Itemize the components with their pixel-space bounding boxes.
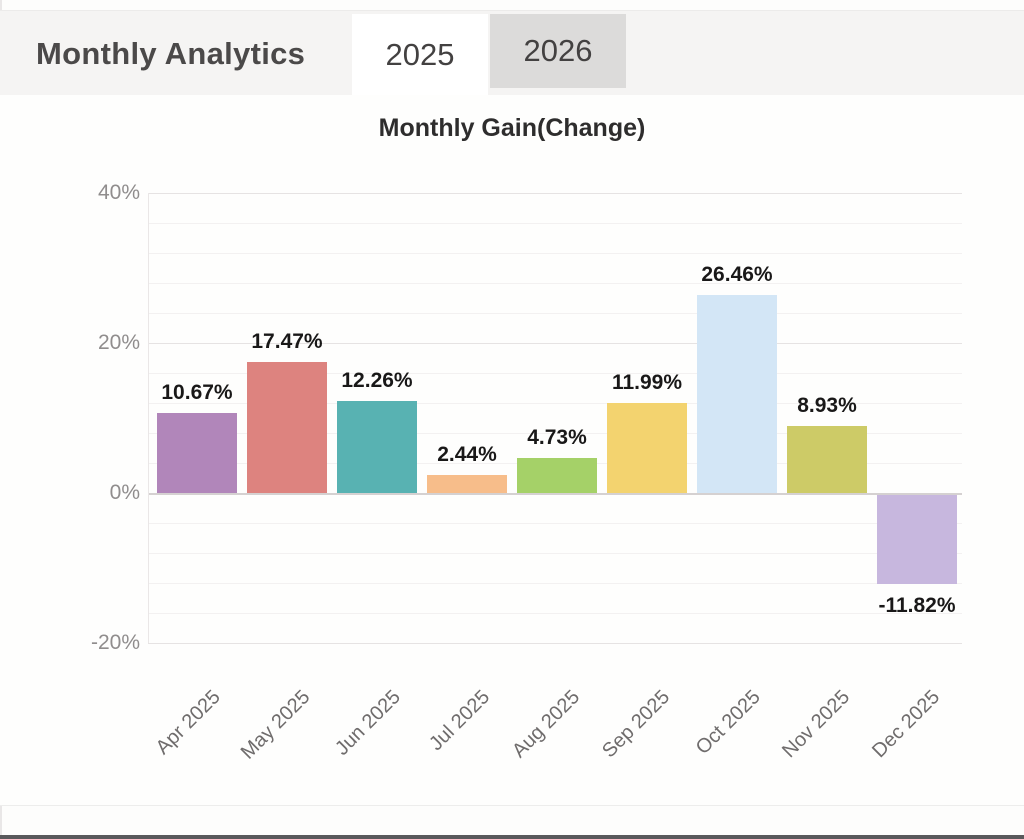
gridline-major	[148, 493, 962, 495]
bar-value-label: 11.99%	[611, 371, 683, 395]
tab-2025-label: 2025	[385, 37, 455, 72]
tab-2026[interactable]: 2026	[490, 14, 626, 88]
bar-nov-2025[interactable]	[787, 426, 867, 493]
x-axis-label: Jul 2025	[425, 686, 495, 756]
x-axis-label: Nov 2025	[778, 686, 855, 763]
gridline-minor	[148, 313, 962, 314]
x-axis-label: Aug 2025	[508, 686, 585, 763]
gridline-minor	[148, 223, 962, 224]
gridline-major	[148, 343, 962, 344]
bar-oct-2025[interactable]	[697, 294, 777, 493]
bar-dec-2025[interactable]	[877, 495, 957, 584]
bar-sep-2025[interactable]	[607, 403, 687, 493]
gridline-minor	[148, 253, 962, 254]
tab-2026-label: 2026	[523, 33, 593, 68]
bar-may-2025[interactable]	[247, 361, 327, 493]
gridline-minor	[148, 433, 962, 434]
x-axis-label: Sep 2025	[598, 686, 675, 763]
bar-value-label: 8.93%	[797, 394, 857, 418]
gridline-minor	[148, 583, 962, 584]
gridline-major	[148, 193, 962, 194]
x-axis-label: Dec 2025	[868, 686, 945, 763]
gridline-minor	[148, 523, 962, 524]
bar-aug-2025[interactable]	[517, 457, 597, 493]
gridline-minor	[148, 613, 962, 614]
bar-value-label: 2.44%	[437, 442, 497, 466]
bar-value-label: 26.46%	[701, 262, 773, 286]
bar-jul-2025[interactable]	[427, 474, 507, 493]
y-axis-tick-label: 20%	[97, 331, 140, 354]
x-axis-label: Apr 2025	[151, 686, 225, 759]
bar-value-label: 12.26%	[341, 369, 413, 393]
gridline-minor	[148, 403, 962, 404]
y-axis-tick-label: -20%	[90, 631, 140, 654]
bar-jun-2025[interactable]	[337, 401, 417, 493]
x-axis-label: Jun 2025	[330, 686, 405, 760]
x-axis-label: Oct 2025	[691, 686, 765, 759]
bar-value-label: 10.67%	[161, 380, 233, 404]
bar-value-label: 4.73%	[527, 425, 587, 449]
footer-divider	[0, 805, 1024, 806]
gridline-minor	[148, 553, 962, 554]
gridline-major	[148, 643, 962, 644]
page-title: Monthly Analytics	[36, 36, 306, 71]
bar-value-label: -11.82%	[878, 593, 956, 617]
gridline-minor	[148, 373, 962, 374]
bar-value-label: 17.47%	[251, 329, 323, 353]
bar-apr-2025[interactable]	[157, 412, 237, 493]
gridline-minor	[148, 283, 962, 284]
y-axis-line	[148, 193, 149, 643]
y-axis-tick-label: 40%	[97, 181, 140, 204]
chart-title: Monthly Gain(Change)	[378, 114, 646, 142]
x-axis-label: May 2025	[236, 686, 315, 764]
tab-2025[interactable]: 2025	[352, 14, 488, 96]
y-axis-tick-label: 0%	[109, 481, 140, 504]
bottom-edge-bar	[0, 835, 1024, 839]
